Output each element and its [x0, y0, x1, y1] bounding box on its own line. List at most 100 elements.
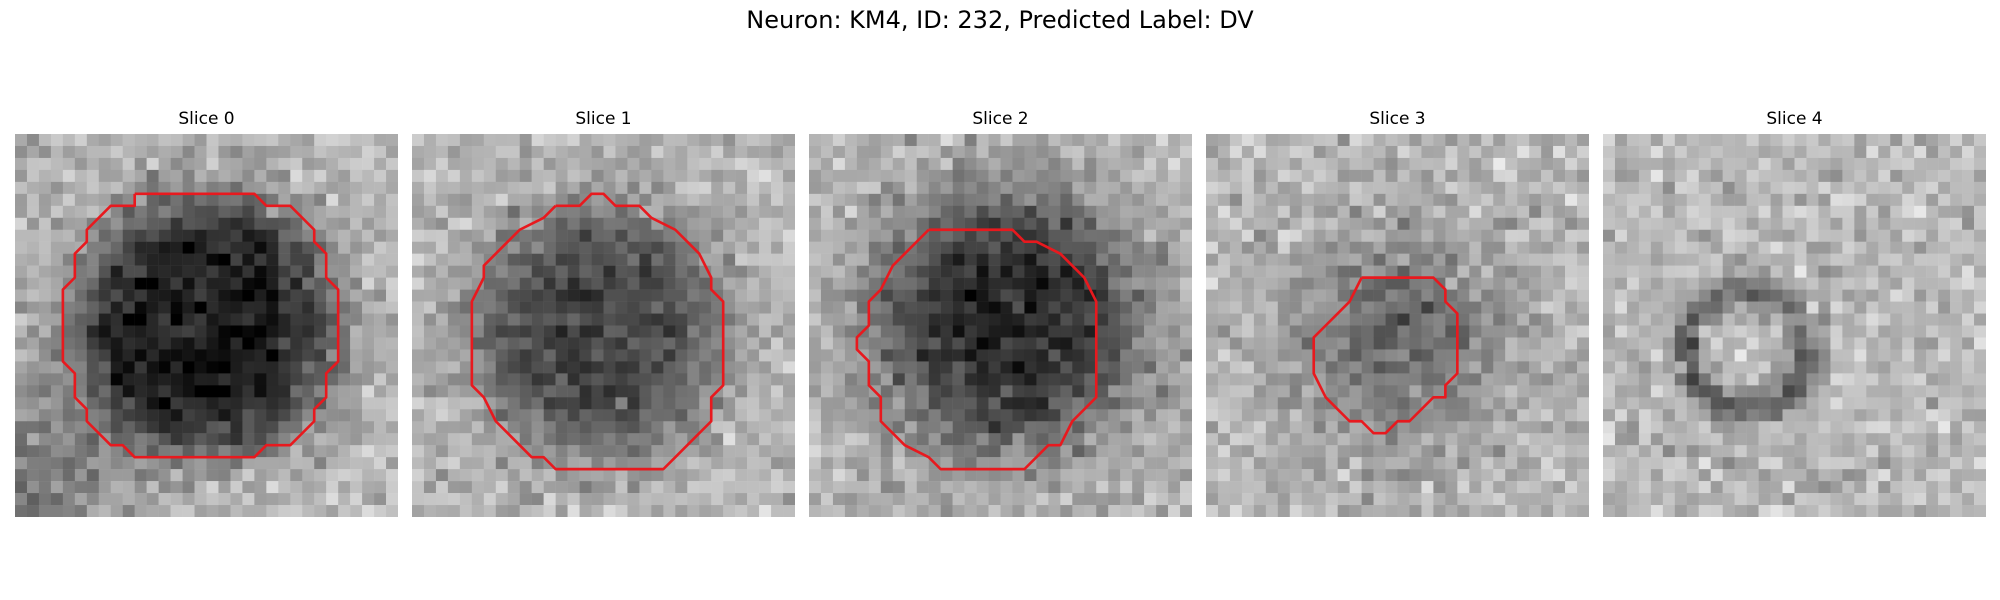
pixel: [1337, 397, 1350, 410]
pixel: [1577, 157, 1589, 171]
pixel: [423, 433, 437, 446]
pixel: [591, 469, 604, 482]
pixel: [194, 265, 207, 278]
pixel: [1253, 181, 1267, 195]
pixel: [254, 217, 267, 230]
pixel: [302, 385, 315, 398]
pixel: [1180, 169, 1192, 183]
pixel: [386, 289, 398, 302]
pixel: [170, 421, 183, 434]
pixel: [1084, 253, 1097, 266]
pixel: [1746, 409, 1759, 422]
pixel: [146, 325, 159, 338]
pixel: [1662, 289, 1676, 302]
pixel: [1722, 241, 1735, 254]
pixel: [98, 349, 111, 362]
pixel: [964, 409, 977, 422]
pixel: [242, 469, 255, 482]
pixel: [1048, 193, 1061, 207]
pixel: [1024, 337, 1037, 350]
pixel: [1493, 457, 1506, 470]
pixel: [1253, 193, 1267, 207]
pixel: [1084, 349, 1097, 362]
pixel: [1638, 421, 1652, 434]
pixel: [350, 217, 363, 230]
pixel: [483, 217, 497, 230]
pixel: [567, 373, 580, 386]
pixel: [627, 457, 640, 470]
pixel: [1481, 217, 1494, 230]
pixel: [1890, 253, 1903, 266]
pixel: [1638, 265, 1652, 278]
pixel: [735, 193, 748, 207]
pixel: [1770, 385, 1783, 398]
pixel: [134, 217, 147, 230]
pixel: [182, 469, 195, 482]
pixel: [1950, 265, 1963, 278]
pixel: [1926, 385, 1939, 398]
pixel: [1493, 241, 1506, 254]
pixel: [1168, 241, 1181, 254]
pixel: [1866, 349, 1879, 362]
pixel: [1409, 134, 1422, 147]
pixel: [1132, 241, 1145, 254]
pixel: [326, 134, 339, 147]
pixel: [1120, 265, 1133, 278]
pixel: [663, 145, 676, 159]
pixel: [759, 457, 772, 470]
pixel: [809, 433, 822, 446]
pixel: [1265, 134, 1279, 147]
pixel: [856, 157, 870, 171]
pixel: [1385, 385, 1398, 398]
pixel: [1265, 325, 1279, 338]
pixel: [988, 217, 1001, 230]
pixel: [1662, 217, 1676, 230]
pixel: [1096, 181, 1109, 195]
pixel: [98, 325, 111, 338]
pixel: [1433, 373, 1446, 386]
pixel: [1241, 337, 1255, 350]
pixel: [206, 134, 219, 147]
pixel: [435, 469, 449, 482]
pixel: [1012, 301, 1025, 314]
pixel: [1517, 385, 1530, 398]
pixel: [266, 301, 279, 314]
pixel: [964, 134, 977, 147]
pixel: [567, 241, 580, 254]
pixel: [483, 157, 497, 171]
pixel: [266, 469, 279, 482]
pixel: [1206, 181, 1219, 195]
pixel: [699, 349, 712, 362]
pixel: [110, 505, 123, 517]
pixel: [1373, 349, 1386, 362]
pixel: [1565, 433, 1578, 446]
pixel: [1481, 349, 1494, 362]
pixel: [1072, 181, 1085, 195]
pixel: [1229, 397, 1243, 410]
pixel: [555, 313, 568, 326]
pixel: [916, 289, 929, 302]
pixel: [1638, 397, 1652, 410]
pixel: [928, 481, 941, 494]
pixel: [1385, 373, 1398, 386]
pixel: [615, 229, 628, 242]
pixel: [1878, 289, 1891, 302]
pixel: [1565, 445, 1578, 458]
pixel: [1758, 277, 1771, 290]
pixel: [350, 241, 363, 254]
pixel: [1469, 277, 1482, 290]
pixel: [844, 217, 858, 230]
pixel: [1493, 289, 1506, 302]
pixel: [988, 361, 1001, 374]
pixel: [940, 385, 953, 398]
pixel: [928, 277, 941, 290]
pixel: [435, 457, 449, 470]
pixel: [1686, 169, 1699, 183]
pixel: [1794, 433, 1807, 446]
pixel: [1565, 241, 1578, 254]
pixel: [555, 241, 568, 254]
pixel: [928, 217, 941, 230]
pixel: [820, 373, 834, 386]
pixel: [892, 325, 905, 338]
pixel: [1457, 481, 1470, 494]
